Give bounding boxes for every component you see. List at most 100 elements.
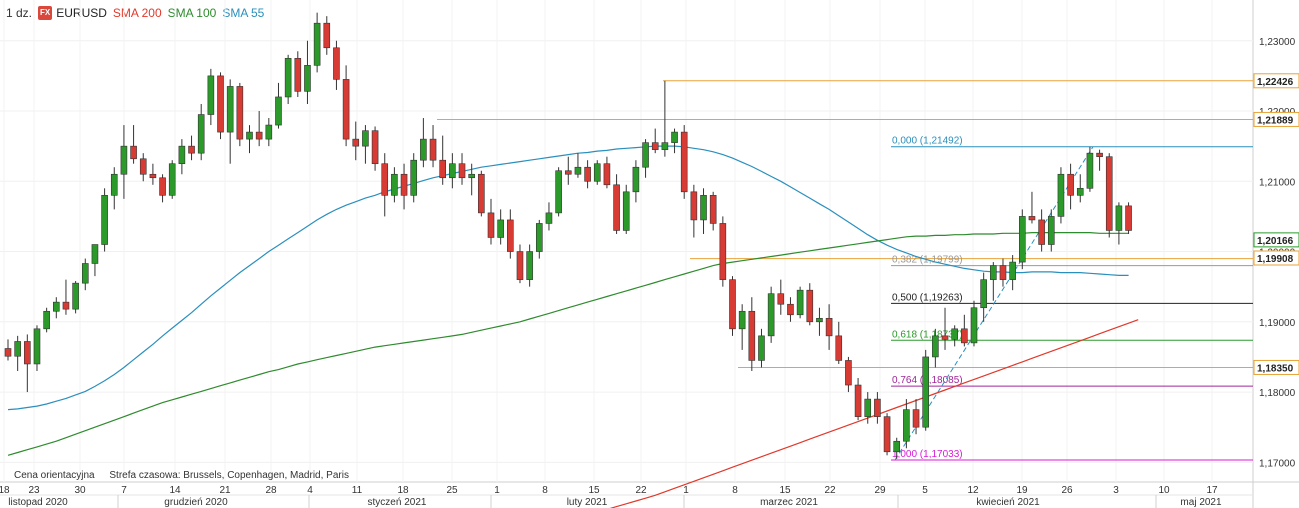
candle-body [990,265,997,280]
candle-body [893,440,901,453]
candle-body [197,114,205,154]
candle-body [690,191,698,221]
candle-body [1076,188,1084,196]
candle-body [671,131,678,143]
candle-body [265,124,273,140]
candle-body [564,170,572,175]
candle-body [439,159,447,179]
sma200-line [609,319,1139,508]
x-tick-label: 11 [352,485,363,496]
candle-body [941,335,949,340]
candle-body [1096,152,1103,157]
x-tick-label: 30 [74,485,86,496]
x-tick-label: 1 [683,485,689,496]
candle-body [1047,216,1055,245]
candle-body [1057,173,1065,217]
candle-body [246,131,253,140]
candle-body [758,335,765,361]
candle-body [970,307,978,344]
x-tick-label: 18 [397,485,409,496]
candle-body [574,166,582,175]
candle-body [275,96,282,126]
price-label: 1,19908 [1257,254,1294,265]
candle-body [507,219,514,252]
sma100-label[interactable]: SMA 100 [167,6,217,20]
month-label: marzec 2021 [760,497,818,508]
candle-body [236,86,244,140]
candle-body [468,173,475,179]
candle-body [410,159,418,196]
candle-body [226,86,234,133]
candle-body [1086,152,1094,189]
candle-body [874,398,881,417]
candle-body [1018,216,1026,263]
x-tick-label: 15 [779,485,791,496]
candle-body [651,142,659,150]
symbol-label[interactable]: EURUSD [56,6,107,20]
candle-body [81,263,89,284]
x-tick-label: 10 [1158,485,1170,496]
fib-level-label: 0,000 (1,21492) [892,136,963,147]
candle-body [1028,216,1036,221]
sma55-label[interactable]: SMA 55 [222,6,265,20]
candle-body [535,223,543,252]
price-label-box [1253,250,1299,266]
x-tick-label: 7 [121,485,127,496]
candle-body [980,279,987,309]
candle-body [159,177,166,196]
candle-body [999,265,1007,280]
candle-body [62,301,70,310]
x-tick-label: 4 [307,485,313,496]
candle-body [72,282,79,310]
time-axis: 18 23 30 7 14 21 28 4 11 18 25 1 8 15 22 1 8 15 22 29 5 12 19 2… [0,485,1222,508]
price-label-box [1253,359,1299,375]
price-label: 1,18350 [1257,363,1294,374]
x-tick-label: 1 [494,485,500,496]
candle-body [101,195,108,245]
candle-body [449,163,456,179]
candle-body [149,173,157,179]
y-tick-label: 1,18000 [1259,388,1296,399]
x-tick-label: 19 [1016,485,1028,496]
sma200-label[interactable]: SMA 200 [112,6,162,20]
timezone-note: Strefa czasowa: Brussels, Copenhagen, Ma… [109,470,349,481]
candle-body [603,163,611,186]
candle-body [429,138,437,161]
candle-body [767,293,775,337]
candle-body [120,145,128,175]
candle-body [584,166,591,182]
candle-body [323,22,331,49]
candle-body [961,328,968,344]
candle-body [932,335,939,358]
month-label: maj 2021 [1180,497,1222,508]
candle-body [806,289,814,323]
candle-body [304,65,311,92]
y-tick-label: 1,23000 [1259,37,1296,48]
sma100-line [7,232,1129,456]
candle-body [526,251,533,280]
candle-body [748,310,756,361]
candle-body [217,75,224,133]
moving-averages [7,145,1139,508]
candle-body [1067,173,1074,196]
candle-body [458,163,466,179]
candle-body [207,75,215,115]
candle-body [130,145,137,160]
candle-body [796,289,804,316]
fx-badge-icon: FX [38,6,53,20]
timeframe-label[interactable]: 1 dz. [6,6,33,20]
fib-level-label: 0,500 (1,19263) [892,292,963,303]
x-tick-label: 22 [824,485,836,496]
candle-body [420,138,427,161]
fib-level-label: 0,618 (1,18737) [892,329,963,340]
candles [4,12,1132,459]
candle-body [342,79,350,140]
candle-body [825,317,833,337]
chart-footnote: Cena orientacyjna Strefa czasowa: Brusse… [14,470,361,481]
x-tick-label: 15 [588,485,600,496]
candle-body [362,130,369,147]
x-tick-label: 8 [542,485,548,496]
candle-body [729,279,736,330]
price-label-box [1253,73,1299,89]
